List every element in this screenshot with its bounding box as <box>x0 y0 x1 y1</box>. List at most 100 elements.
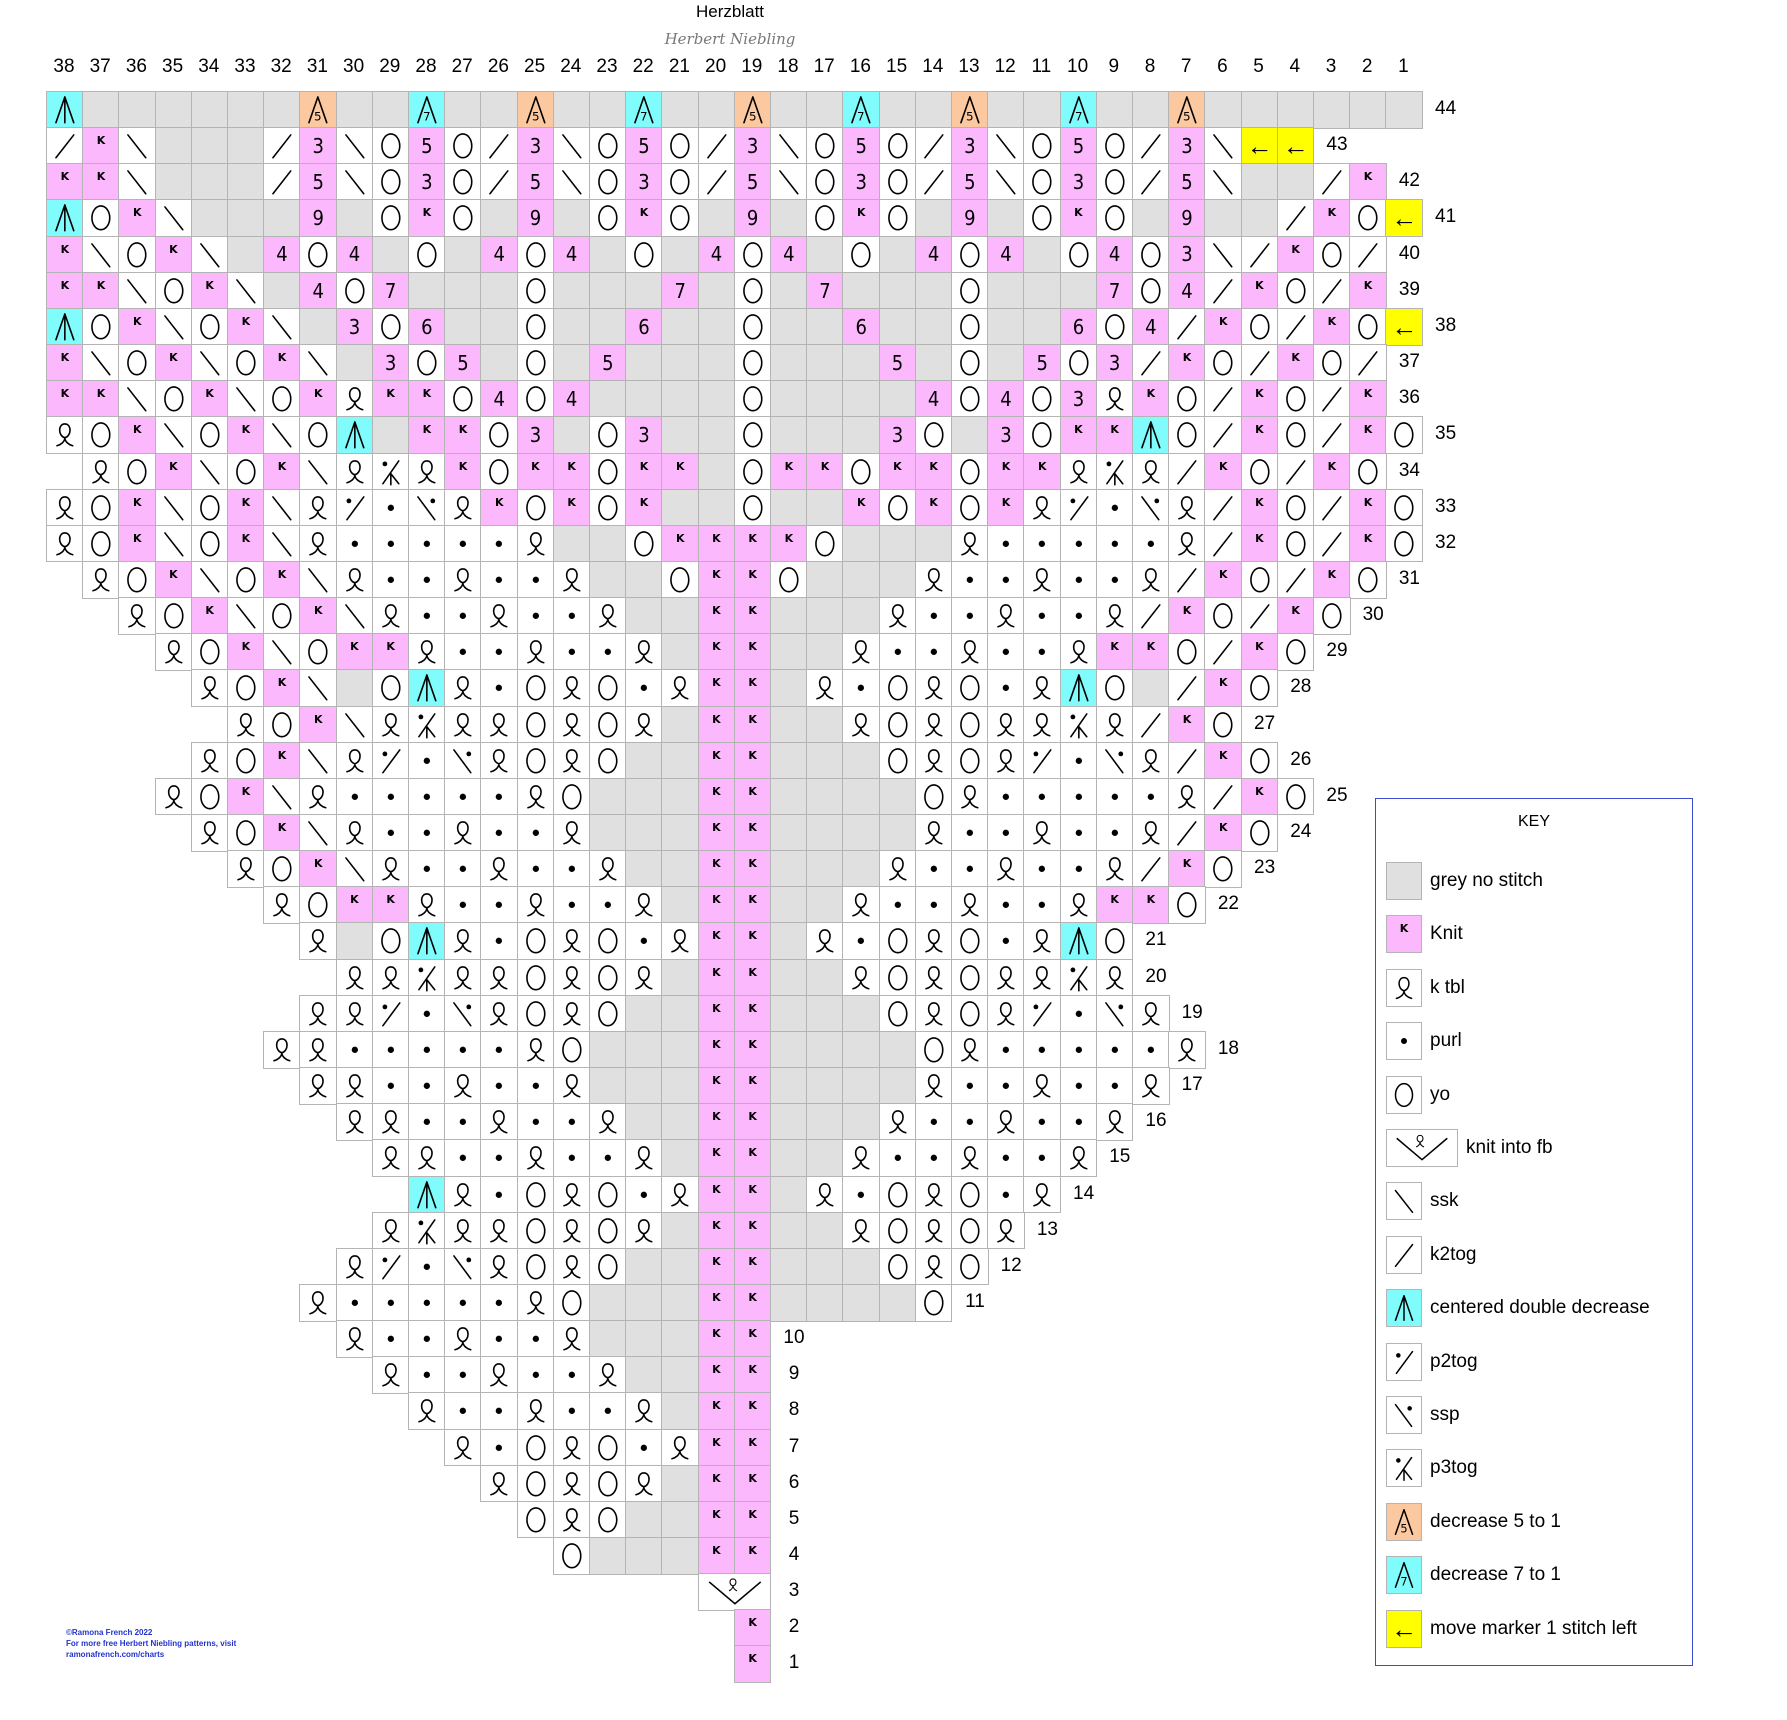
chart-cell-purl <box>951 1103 989 1141</box>
chart-cell-k-tbl <box>914 922 953 961</box>
chart-cell-knit-count-5: 5 <box>408 127 446 165</box>
column-number: 5 <box>1253 56 1264 77</box>
chart-cell-knit: K <box>733 922 772 961</box>
chart-cell-yo <box>1313 344 1351 382</box>
chart-cell-centered-double-decrease <box>408 1175 446 1214</box>
chart-cell-grey-no-stitch <box>625 1103 663 1141</box>
chart-cell-purl <box>1132 1030 1170 1069</box>
svg-text:5: 5 <box>1183 110 1191 124</box>
row-number: 15 <box>1109 1146 1131 1168</box>
chart-cell-yo <box>516 1500 555 1539</box>
chart-cell-grey-no-stitch <box>987 199 1025 238</box>
chart-cell-grey-no-stitch <box>661 344 700 382</box>
chart-cell-k2tog <box>1313 380 1351 418</box>
chart-cell-yo <box>118 235 157 274</box>
chart-cell-knit: K <box>733 1320 772 1358</box>
chart-cell-yo <box>589 705 627 744</box>
chart-cell-purl <box>371 488 410 527</box>
chart-cell-purl <box>987 1175 1025 1214</box>
chart-cell-grey-no-stitch <box>227 199 265 238</box>
key-label: k2tog <box>1430 1243 1477 1265</box>
footer-copyright: ©Ramona French 2022 <box>66 1628 153 1637</box>
chart-cell-grey-no-stitch <box>625 380 663 418</box>
chart-cell-k-tbl <box>625 1211 663 1250</box>
column-number: 4 <box>1289 56 1301 77</box>
chart-cell-yo <box>661 199 700 238</box>
chart-cell-ssp <box>444 741 482 780</box>
chart-cell-purl <box>1023 524 1062 563</box>
chart-cell-ssk <box>263 524 301 563</box>
chart-cell-knit: K <box>263 741 301 780</box>
chart-cell-yo <box>914 416 953 454</box>
chart-cell-knit: K <box>697 669 736 708</box>
chart-cell-grey-no-stitch <box>806 958 844 997</box>
chart-cell-grey-no-stitch <box>625 1320 663 1358</box>
chart-cell-ssk <box>154 488 193 527</box>
chart-cell-k-tbl <box>625 886 663 924</box>
chart-cell-knit: K <box>733 1103 772 1141</box>
row-number: 26 <box>1290 748 1312 770</box>
chart-cell-purl <box>1059 741 1098 780</box>
chart-cell-yo <box>371 922 410 961</box>
chart-cell-k-tbl <box>552 741 591 780</box>
chart-cell-purl <box>444 597 482 635</box>
chart-cell-knit: K <box>263 814 301 852</box>
chart-cell-yo <box>661 560 700 599</box>
chart-cell-knit-count-3: 3 <box>842 163 881 201</box>
chart-cell-grey-no-stitch <box>589 560 627 599</box>
chart-cell-purl <box>408 1030 446 1069</box>
chart-cell-grey-no-stitch <box>589 814 627 852</box>
column-number: 31 <box>306 56 328 77</box>
chart-cell-yo <box>1349 199 1387 238</box>
chart-cell-purl <box>987 814 1025 852</box>
chart-cell-ssk <box>263 307 301 346</box>
chart-cell-ssk <box>552 163 591 201</box>
chart-cell-grey-no-stitch <box>625 814 663 852</box>
chart-cell-p2tog <box>371 1247 410 1286</box>
footer-link[interactable]: ramonafrench.com/charts <box>66 1650 165 1659</box>
chart-cell-purl <box>625 1175 663 1214</box>
chart-cell-grey-no-stitch <box>806 1247 844 1286</box>
chart-cell-grey-no-stitch <box>770 199 808 238</box>
chart-cell-knit-count-6: 6 <box>1059 307 1098 346</box>
chart-cell-grey-no-stitch <box>661 307 700 346</box>
chart-cell-grey-no-stitch <box>589 777 627 816</box>
chart-cell-purl <box>914 850 953 888</box>
chart-cell-yo <box>190 633 229 671</box>
chart-cell-grey-no-stitch <box>697 307 736 346</box>
chart-cell-knit: K <box>733 1537 772 1575</box>
column-number: 8 <box>1144 56 1156 77</box>
chart-cell-grey-no-stitch <box>987 91 1025 129</box>
chart-cell-k2tog <box>1276 199 1315 238</box>
chart-cell-k-tbl <box>661 1175 700 1214</box>
row-number: 33 <box>1435 495 1457 517</box>
chart-cell-k-tbl <box>987 1103 1025 1141</box>
chart-cell-purl <box>480 1067 519 1105</box>
chart-cell-k-tbl <box>480 850 519 888</box>
chart-cell-knit-count-4: 4 <box>335 235 374 274</box>
chart-cell-knit: K <box>46 380 84 418</box>
chart-cell-knit: K <box>1095 633 1134 671</box>
chart-cell-yo <box>878 127 917 165</box>
chart-cell-grey-no-stitch <box>661 850 700 888</box>
chart-cell-ssp <box>444 994 482 1033</box>
chart-cell-purl <box>589 1139 627 1177</box>
chart-cell-grey-no-stitch <box>661 994 700 1033</box>
chart-cell-grey-no-stitch <box>299 307 338 346</box>
chart-cell-ssk <box>263 488 301 527</box>
chart-cell-yo <box>806 127 844 165</box>
chart-cell-k-tbl <box>806 669 844 708</box>
move-marker-icon: ← <box>1386 1609 1422 1648</box>
chart-cell-ssk <box>118 127 157 165</box>
chart-cell-k-tbl <box>842 1139 881 1177</box>
chart-cell-purl <box>951 560 989 599</box>
chart-cell-k-tbl <box>335 560 374 599</box>
chart-cell-yo <box>733 452 772 491</box>
chart-cell-k2tog <box>1132 344 1170 382</box>
chart-cell-k-tbl <box>1023 560 1062 599</box>
decrease-7-to-1-icon: 7 <box>1386 1556 1422 1595</box>
chart-cell-yo <box>878 741 917 780</box>
chart-cell-k-tbl <box>878 1103 917 1141</box>
chart-cell-purl <box>371 777 410 816</box>
row-number: 17 <box>1181 1074 1203 1096</box>
